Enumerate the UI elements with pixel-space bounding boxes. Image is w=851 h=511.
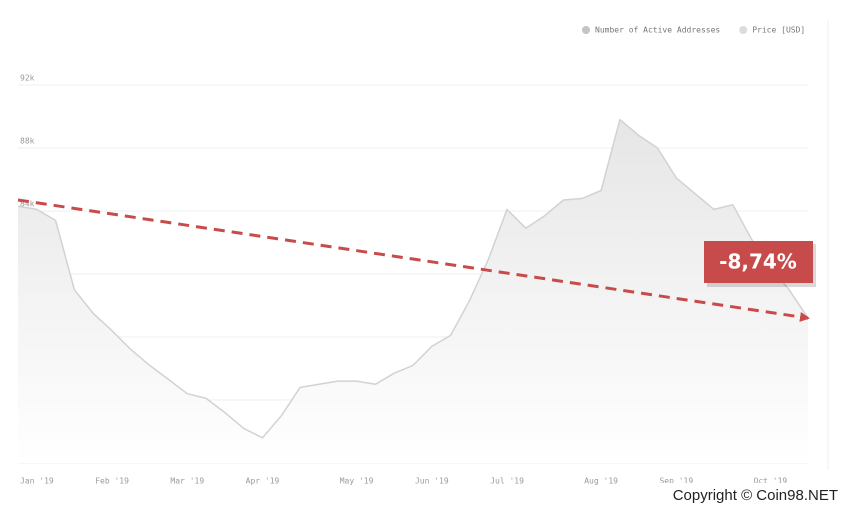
x-tick-label: Jun '19 [415,477,449,486]
annotation-label: -8,74% [719,250,797,274]
y-tick-label: 84k [20,200,35,209]
legend-label: Price [USD] [752,26,805,35]
x-tick-label: Mar '19 [170,477,204,486]
annotation-box [704,241,813,283]
x-tick-label: Sep '19 [659,477,693,486]
x-tick-label: Oct '19 [754,477,788,486]
y-tick-label: 92k [20,74,35,83]
series-line [17,118,809,439]
x-tick-label: Feb '19 [95,477,129,486]
trend-line [17,198,810,322]
legend-marker [739,26,748,34]
x-tick-label: Jul '19 [490,477,524,486]
area-fill [18,119,808,463]
x-tick-label: Aug '19 [584,477,618,486]
legend-marker [582,26,590,34]
legend-label: Number of Active Addresses [595,26,720,35]
x-tick-label: May '19 [340,477,374,486]
x-tick-label: Apr '19 [246,477,280,486]
copyright-bg [638,483,843,507]
y-tick-label: 88k [20,137,35,146]
x-tick-label: Jan '19 [20,477,54,486]
copyright: Copyright © Coin98.NET [673,487,838,504]
